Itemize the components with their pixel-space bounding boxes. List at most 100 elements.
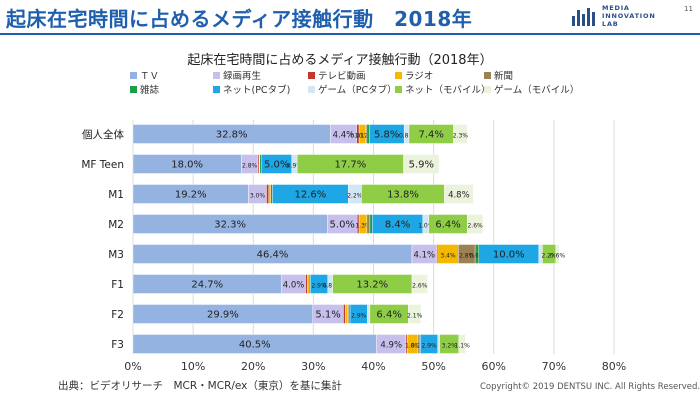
legend-swatch: [308, 72, 315, 79]
x-tick-label: 20%: [241, 360, 265, 373]
bar-segment: [270, 184, 273, 204]
logo-bars-icon: [572, 7, 597, 26]
data-label: 13.8%: [387, 190, 419, 201]
data-label: 46.4%: [257, 250, 289, 261]
x-tick-label: 60%: [482, 360, 506, 373]
data-label: 6.4%: [435, 220, 460, 231]
data-label: 2.8%: [459, 253, 475, 260]
x-tick-label: 50%: [421, 360, 445, 373]
page-title: 起床在宅時間に占めるメディア接触行動 2018年: [6, 7, 473, 31]
data-label: 3.0%: [250, 193, 266, 200]
data-label: 12.6%: [294, 190, 326, 201]
x-tick-label: 0%: [124, 360, 141, 373]
logo-line-1: MEDIA: [602, 4, 630, 12]
data-label: 4.0%: [283, 281, 305, 291]
legend-label: ネット(PCタブ): [223, 84, 290, 96]
copyright-note: Copyright© 2019 DENTSU INC. All Rights R…: [480, 382, 700, 392]
data-label: 32.3%: [214, 220, 246, 231]
y-axis: 個人全体 MF Teen M1 M2 M3 F1 F2 F3: [81, 128, 124, 351]
data-label: 0.4%: [350, 133, 366, 140]
logo-text: MEDIA INNOVATION LAB: [602, 4, 656, 28]
bar-segment: [458, 334, 466, 354]
legend-swatch: [130, 72, 137, 79]
data-label: 4.9%: [380, 341, 402, 351]
x-tick-label: 30%: [301, 360, 325, 373]
legend-label: ネット（モバイル）: [405, 84, 491, 96]
bar-segment: [453, 124, 468, 144]
chart-title: 起床在宅時間に占めるメディア接触行動（2018年）: [187, 52, 492, 68]
header-divider: [0, 33, 700, 35]
bar-segment: [555, 244, 560, 264]
legend-swatch: [213, 86, 220, 93]
chart-bars: 32.8% 4.4%0.4%1.1%0.2% 5.8% 0.8% 7.4% 2.3%18.…: [132, 124, 566, 354]
legend-label: ゲーム（PCタブ）: [318, 84, 397, 96]
data-label: 13.2%: [356, 280, 388, 291]
category-label: MF Teen: [81, 159, 124, 171]
data-label: 2.2%: [541, 253, 557, 260]
data-label: 40.5%: [239, 340, 271, 351]
data-label: 7.4%: [419, 130, 444, 141]
data-label: 1.8%: [405, 343, 421, 350]
data-label: 1.0%: [418, 223, 434, 230]
data-label: 0.6%: [550, 253, 566, 260]
data-label: 3.2%: [442, 343, 458, 350]
data-label: 32.8%: [216, 130, 248, 141]
data-label: 2.2%: [347, 193, 363, 200]
data-label: 2.9%: [351, 313, 367, 320]
bar-segment: [268, 184, 271, 204]
bar-segment: [343, 304, 346, 324]
bar-segment: [444, 184, 474, 204]
x-tick-label: 70%: [542, 360, 566, 373]
data-label: 2.3%: [453, 133, 469, 140]
legend-label: ＴＶ: [140, 71, 159, 82]
data-label: 4.1%: [414, 251, 436, 261]
data-label: 6.4%: [376, 310, 401, 321]
legend-swatch: [484, 72, 491, 79]
data-label: 2.9%: [311, 283, 327, 290]
category-label: F3: [111, 339, 124, 351]
category-label: 個人全体: [82, 128, 124, 141]
data-label: 3.4%: [440, 253, 456, 260]
legend-label: ゲーム（モバイル）: [494, 84, 579, 96]
data-label: 18.0%: [171, 160, 203, 171]
legend-swatch: [308, 86, 315, 93]
legend-label: テレビ動画: [318, 71, 366, 82]
source-note: 出典：ビデオリサーチ MCR・MCR/ex（東京）を基に集計: [58, 380, 342, 392]
category-label: F2: [111, 309, 124, 321]
data-label: 0.8%: [323, 283, 339, 290]
data-label: 19.2%: [175, 190, 207, 201]
bar-segment: [266, 184, 270, 204]
data-label: 0.6%: [469, 253, 485, 260]
x-tick-label: 40%: [361, 360, 385, 373]
data-label: 4.8%: [448, 191, 470, 201]
bar-segment: [437, 334, 440, 354]
data-label: 1.3%: [355, 223, 371, 230]
category-label: M2: [108, 219, 124, 231]
x-axis: 0% 10% 20% 30% 40% 50% 60% 70% 80%: [124, 360, 626, 373]
data-label: 0.2%: [411, 343, 427, 350]
category-label: M3: [108, 249, 124, 261]
bar-segment: [367, 304, 371, 324]
page-number: 11: [684, 5, 693, 13]
category-label: F1: [111, 279, 124, 291]
bar-segment: [345, 304, 348, 324]
legend-swatch: [130, 86, 137, 93]
data-label: 17.7%: [334, 160, 366, 171]
legend-swatch: [484, 86, 491, 93]
data-label: 1.1%: [455, 343, 471, 350]
data-label: 10.0%: [493, 250, 525, 261]
data-label: 5.0%: [264, 160, 289, 171]
legend-label: 雑誌: [140, 84, 160, 96]
category-label: M1: [108, 189, 124, 201]
logo-line-3: LAB: [602, 20, 619, 28]
data-label: 2.8%: [242, 163, 258, 170]
data-label: 0.8%: [399, 133, 415, 140]
media-innovation-lab-logo: MEDIA INNOVATION LAB: [572, 4, 682, 30]
data-label: 2.6%: [467, 223, 483, 230]
data-label: 2.1%: [407, 313, 423, 320]
data-label: 5.1%: [315, 310, 340, 321]
x-tick-label: 80%: [602, 360, 626, 373]
data-label: 5.8%: [374, 130, 399, 141]
data-label: 5.0%: [330, 220, 355, 231]
data-label: 0.2%: [359, 133, 375, 140]
